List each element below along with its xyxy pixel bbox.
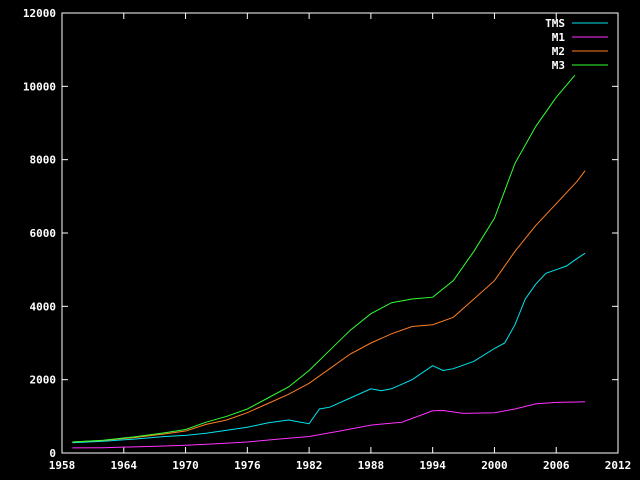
x-tick-label: 1970: [172, 459, 199, 472]
series-line-tms: [72, 252, 586, 444]
y-tick-label: 10000: [23, 80, 56, 93]
legend-label-m2: M2: [552, 45, 565, 58]
x-tick-label: 1988: [358, 459, 385, 472]
x-tick-label: 1964: [111, 459, 138, 472]
legend-label-tms: TMS: [545, 17, 565, 30]
x-tick-label: 1976: [234, 459, 261, 472]
x-tick-label: 1994: [419, 459, 446, 472]
x-tick-label: 2000: [481, 459, 508, 472]
y-tick-label: 2000: [30, 374, 57, 387]
y-tick-label: 6000: [30, 227, 57, 240]
y-tick-label: 4000: [30, 300, 57, 313]
y-tick-label: 0: [49, 447, 56, 460]
series-line-m3: [72, 74, 576, 443]
legend-label-m3: M3: [552, 59, 565, 72]
x-tick-label: 2012: [605, 459, 632, 472]
plot-border: [61, 12, 619, 454]
x-tick-label: 1982: [296, 459, 323, 472]
series-line-m2: [72, 170, 586, 443]
series-line-m1: [72, 401, 586, 449]
legend-label-m1: M1: [552, 31, 566, 44]
y-tick-label: 8000: [30, 154, 57, 167]
y-tick-label: 12000: [23, 7, 56, 20]
x-tick-label: 1958: [49, 459, 76, 472]
series-lines: [72, 74, 586, 449]
x-tick-label: 2006: [543, 459, 570, 472]
axis-ticks: 0 2000 4000 6000 8000 10000 12000 1958 1964 1970 1…: [23, 7, 631, 472]
